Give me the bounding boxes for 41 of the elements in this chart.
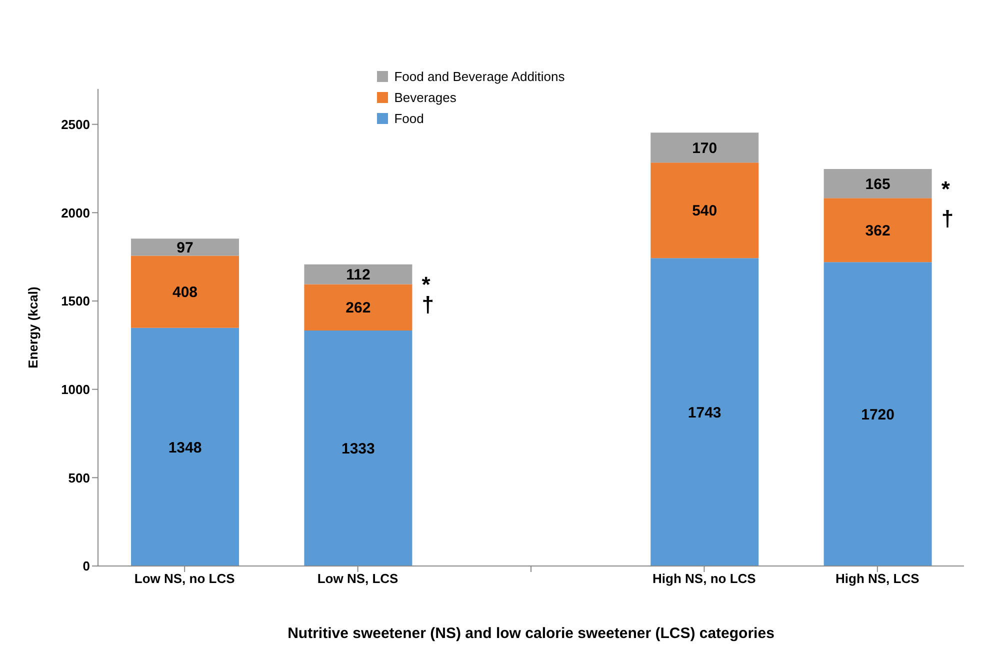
- y-tick-label: 1000: [61, 382, 90, 397]
- bar: [304, 264, 412, 284]
- bar: [824, 169, 932, 198]
- annotation: †: [941, 206, 954, 231]
- y-axis-title: Energy (kcal): [26, 286, 41, 368]
- bar: [650, 132, 759, 163]
- data-label: 97: [176, 240, 194, 257]
- x-axis-title: Nutritive sweetener (NS) and low calorie sweetener (LCS) categories: [288, 625, 774, 642]
- annotation: *: [941, 176, 950, 202]
- x-tick-label: Low NS, LCS: [317, 571, 399, 586]
- bar: [650, 162, 759, 258]
- bar: [131, 328, 239, 566]
- bar: [824, 198, 932, 262]
- data-label: 165: [865, 176, 890, 193]
- x-tick-label: Low NS, no LCS: [134, 571, 236, 586]
- data-label: 408: [172, 284, 198, 302]
- data-label: 362: [865, 222, 890, 240]
- bar: [131, 238, 239, 256]
- legend-label: Beverages: [394, 90, 456, 105]
- y-tick-label: 500: [68, 470, 90, 486]
- bar: [131, 256, 239, 328]
- y-tick-label: 1500: [61, 294, 90, 309]
- bar: [650, 258, 759, 566]
- data-label: 1743: [688, 404, 722, 422]
- bar: [824, 262, 932, 566]
- x-tick-label: High NS, no LCS: [652, 571, 756, 586]
- data-label: 1720: [861, 406, 894, 424]
- data-label: 1333: [342, 440, 375, 458]
- x-tick-label: High NS, LCS: [836, 571, 920, 586]
- y-tick-label: 2500: [61, 116, 90, 132]
- y-tick-label: 2000: [61, 205, 90, 220]
- data-label: 262: [346, 300, 371, 317]
- bar: [304, 284, 412, 331]
- data-label: 112: [346, 266, 370, 284]
- legend-label: Food: [394, 111, 424, 126]
- legend-label: Food and Beverage Additions: [394, 69, 565, 84]
- data-label: 540: [692, 202, 718, 220]
- y-tick-label: 0: [82, 558, 90, 574]
- bar: [304, 330, 412, 566]
- data-label: 1348: [168, 439, 202, 456]
- data-label: 170: [692, 140, 718, 157]
